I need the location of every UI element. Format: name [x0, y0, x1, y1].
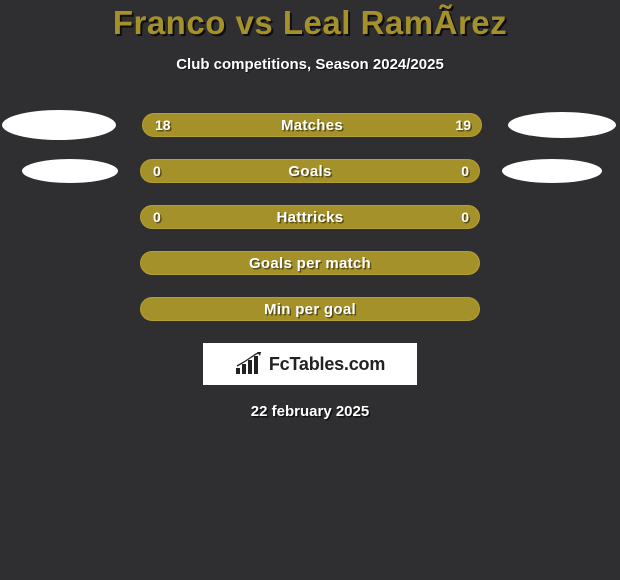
stat-value-right: 0: [461, 163, 469, 179]
stat-bar: 0 Hattricks 0: [140, 205, 480, 229]
stat-rows: 18 Matches 19 0 Goals 0 0 Hattricks 0: [0, 113, 620, 321]
stat-row: Goals per match: [0, 251, 620, 275]
source-logo: FcTables.com: [203, 343, 417, 385]
stat-label: Goals per match: [249, 255, 371, 272]
stat-value-left: 18: [155, 117, 171, 133]
date-label: 22 february 2025: [251, 403, 369, 420]
player-left-marker: [2, 110, 116, 140]
stat-bar: 18 Matches 19: [142, 113, 482, 137]
stat-bar: 0 Goals 0: [140, 159, 480, 183]
stat-value-right: 0: [461, 209, 469, 225]
stat-label: Goals: [288, 163, 331, 180]
comparison-infographic: Franco vs Leal RamÃ­rez Club competition…: [0, 0, 620, 420]
player-right-marker: [502, 159, 602, 183]
logo-text: FcTables.com: [269, 354, 385, 375]
stat-value-left: 0: [153, 209, 161, 225]
stat-label: Min per goal: [264, 301, 356, 318]
stat-value-right: 19: [455, 117, 471, 133]
stat-row: 0 Goals 0: [0, 159, 620, 183]
bars-icon: [235, 352, 265, 376]
stat-label: Matches: [281, 117, 343, 134]
stat-bar: Min per goal: [140, 297, 480, 321]
stat-row: 0 Hattricks 0: [0, 205, 620, 229]
player-right-marker: [508, 112, 616, 138]
subtitle: Club competitions, Season 2024/2025: [176, 56, 444, 73]
page-title: Franco vs Leal RamÃ­rez: [113, 4, 507, 42]
stat-row: Min per goal: [0, 297, 620, 321]
player-left-marker: [22, 159, 118, 183]
stat-label: Hattricks: [277, 209, 344, 226]
stat-row: 18 Matches 19: [0, 113, 620, 137]
stat-value-left: 0: [153, 163, 161, 179]
stat-bar: Goals per match: [140, 251, 480, 275]
